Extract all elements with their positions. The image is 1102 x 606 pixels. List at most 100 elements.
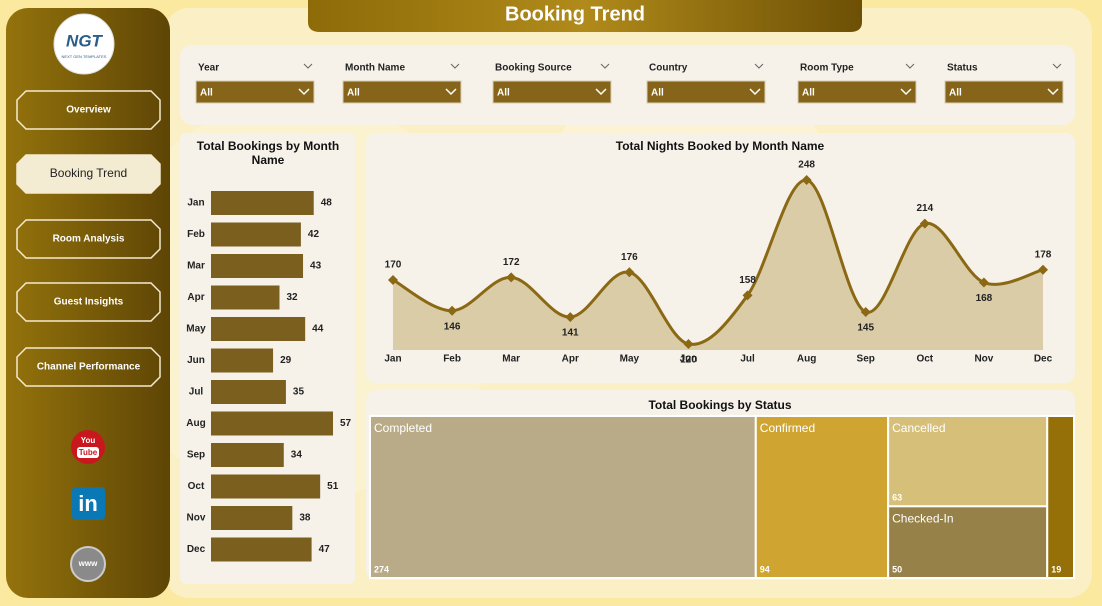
filter-dropdown[interactable]: [944, 80, 1064, 104]
value-label: 43: [310, 261, 322, 272]
value-label: 48: [321, 198, 333, 209]
filter-dropdown[interactable]: [646, 80, 766, 104]
nav-button[interactable]: [16, 219, 161, 259]
value-label: 94: [760, 564, 770, 574]
value-label: 158: [739, 275, 756, 286]
x-tick-label: May: [620, 354, 640, 365]
logo-text: NGT: [66, 31, 104, 50]
point: [447, 305, 458, 316]
treemap-tile: [369, 415, 757, 579]
filter-value: All: [347, 88, 360, 99]
value-label: 248: [798, 160, 815, 171]
bar: [211, 222, 301, 247]
filter-label: Month Name: [345, 63, 405, 74]
value-label: 141: [562, 328, 579, 339]
filter-dropdown[interactable]: [797, 80, 917, 104]
x-tick-label: Feb: [443, 354, 461, 365]
y-tick-label: Sep: [187, 450, 205, 461]
chart-title: Total Bookings by Status: [648, 398, 792, 412]
treemap-tile: [754, 415, 890, 579]
point: [742, 290, 753, 301]
value-label: 178: [1035, 249, 1052, 260]
value-label: 146: [444, 321, 461, 332]
y-tick-label: Nov: [187, 513, 206, 524]
y-tick-label: Jul: [189, 387, 204, 398]
header-tab: [308, 0, 862, 32]
point: [860, 306, 871, 317]
value-label: 44: [312, 324, 324, 335]
x-tick-label: Dec: [1034, 354, 1053, 365]
value-label: 47: [319, 544, 331, 555]
value-label: 120: [680, 355, 697, 366]
x-tick-label: Nov: [974, 354, 993, 365]
value-label: 172: [503, 257, 520, 268]
filter-dropdown[interactable]: [195, 80, 315, 104]
point: [1038, 264, 1048, 275]
point: [388, 274, 398, 285]
logo: [53, 13, 115, 75]
filter-chevron: [905, 63, 915, 69]
filter-chevron: [450, 63, 460, 69]
linkedin-icon[interactable]: [72, 487, 105, 520]
nav-label: Overview: [66, 105, 111, 116]
value-label: 38: [299, 513, 311, 524]
bar: [211, 285, 280, 310]
x-tick-label: Sep: [857, 354, 875, 365]
x-tick-label: Jul: [740, 354, 755, 365]
value-label: 19: [1051, 564, 1061, 574]
point: [506, 272, 517, 283]
filter-label: Booking Source: [495, 63, 572, 74]
y-tick-label: Apr: [187, 292, 204, 303]
chart-title-box: Total Nights Booked by Month Name: [616, 139, 824, 153]
filter-chevron: [600, 63, 610, 69]
dropdown-chevron: [445, 88, 457, 96]
bar: [211, 443, 284, 467]
y-tick-label: Feb: [187, 229, 205, 240]
filter-panel: [180, 45, 1075, 125]
bar: [211, 191, 314, 215]
tile-label: Completed: [374, 421, 432, 435]
dropdown-chevron: [1047, 88, 1059, 96]
value-label: 145: [857, 323, 874, 334]
tile-label: Confirmed: [760, 421, 815, 435]
point: [565, 312, 576, 323]
dropdown-chevron: [900, 88, 912, 96]
filter-value: All: [949, 88, 962, 99]
y-tick-label: May: [186, 324, 206, 335]
nav-label: Channel Performance: [37, 362, 141, 373]
x-tick-label: Jan: [384, 354, 401, 365]
x-tick-label: Aug: [797, 354, 816, 365]
filter-value: All: [200, 88, 213, 99]
header-title: Booking Trend: [505, 3, 645, 25]
point: [978, 277, 989, 288]
web-icon[interactable]: [70, 546, 106, 582]
chart-title: Total Bookings by Month Name: [196, 139, 340, 167]
youtube-badge: [77, 447, 99, 458]
value-label: 176: [621, 252, 638, 263]
logo-tagline: NEXT GEN TEMPLATES: [62, 54, 107, 59]
nav-label: Booking Trend: [50, 166, 127, 180]
filter-label: Year: [198, 63, 219, 74]
y-tick-label: Oct: [188, 481, 205, 492]
bar: [211, 411, 333, 436]
bar: [211, 254, 304, 278]
youtube-text: Tube: [79, 448, 98, 457]
nav-button[interactable]: [16, 347, 161, 387]
y-tick-label: Mar: [187, 261, 205, 272]
value-label: 50: [892, 564, 902, 574]
bar: [211, 348, 274, 373]
filter-dropdown[interactable]: [492, 80, 612, 104]
value-label: 170: [385, 260, 402, 271]
treemap-tile: [887, 415, 1049, 508]
tile-label: Cancelled: [892, 421, 945, 435]
nav-button[interactable]: [16, 154, 161, 194]
nav-button[interactable]: [16, 282, 161, 322]
value-label: 34: [291, 450, 303, 461]
point: [801, 175, 812, 185]
filter-dropdown[interactable]: [342, 80, 462, 104]
point: [919, 218, 930, 229]
y-tick-label: Aug: [186, 418, 205, 429]
chart-title-box: Total Bookings by Month Name: [196, 139, 340, 167]
nav-button[interactable]: [16, 90, 161, 130]
